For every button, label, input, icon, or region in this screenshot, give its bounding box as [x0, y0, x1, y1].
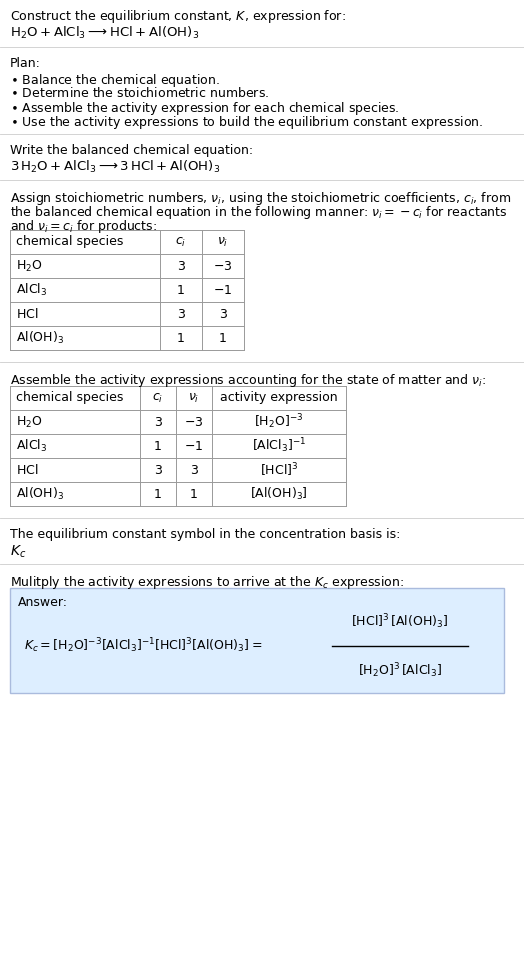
- Text: chemical species: chemical species: [16, 236, 123, 248]
- Text: $[\mathrm{AlCl_3}]^{-1}$: $[\mathrm{AlCl_3}]^{-1}$: [252, 436, 306, 456]
- Text: $-3$: $-3$: [213, 260, 233, 272]
- Text: $-3$: $-3$: [184, 415, 204, 429]
- Text: 3: 3: [190, 463, 198, 477]
- Text: $\bullet$ Balance the chemical equation.: $\bullet$ Balance the chemical equation.: [10, 72, 220, 89]
- Text: 1: 1: [177, 332, 185, 344]
- Text: 1: 1: [190, 487, 198, 501]
- Text: $c_i$: $c_i$: [176, 236, 187, 248]
- Text: the balanced chemical equation in the following manner: $\nu_i = -c_i$ for react: the balanced chemical equation in the fo…: [10, 204, 507, 221]
- Text: $-1$: $-1$: [213, 284, 233, 296]
- Text: $K_c = [\mathrm{H_2O}]^{-3}[\mathrm{AlCl_3}]^{-1}[\mathrm{HCl}]^3[\mathrm{Al(OH): $K_c = [\mathrm{H_2O}]^{-3}[\mathrm{AlCl…: [24, 637, 263, 655]
- Text: Plan:: Plan:: [10, 57, 41, 70]
- Text: $-1$: $-1$: [184, 439, 204, 453]
- Text: $\mathrm{3\,H_2O + AlCl_3 \longrightarrow 3\,HCl + Al(OH)_3}$: $\mathrm{3\,H_2O + AlCl_3 \longrightarro…: [10, 159, 220, 175]
- Text: 1: 1: [154, 487, 162, 501]
- Text: $\nu_i$: $\nu_i$: [217, 236, 228, 248]
- Text: $\bullet$ Assemble the activity expression for each chemical species.: $\bullet$ Assemble the activity expressi…: [10, 100, 399, 117]
- Text: $c_i$: $c_i$: [152, 391, 163, 405]
- Text: 3: 3: [154, 463, 162, 477]
- Text: $[\mathrm{Al(OH)_3}]$: $[\mathrm{Al(OH)_3}]$: [250, 486, 308, 503]
- Text: $\mathrm{Al(OH)_3}$: $\mathrm{Al(OH)_3}$: [16, 486, 64, 503]
- Text: Construct the equilibrium constant, $K$, expression for:: Construct the equilibrium constant, $K$,…: [10, 8, 346, 25]
- Text: $\mathrm{H_2O}$: $\mathrm{H_2O}$: [16, 258, 42, 273]
- Text: $\mathrm{AlCl_3}$: $\mathrm{AlCl_3}$: [16, 282, 47, 298]
- Text: $[\mathrm{HCl}]^3\,[\mathrm{Al(OH)_3}]$: $[\mathrm{HCl}]^3\,[\mathrm{Al(OH)_3}]$: [352, 612, 449, 631]
- Text: Answer:: Answer:: [18, 596, 68, 609]
- Text: 3: 3: [219, 308, 227, 320]
- Text: $\bullet$ Use the activity expressions to build the equilibrium constant express: $\bullet$ Use the activity expressions t…: [10, 114, 483, 131]
- Text: 3: 3: [177, 260, 185, 272]
- Text: Assemble the activity expressions accounting for the state of matter and $\nu_i$: Assemble the activity expressions accoun…: [10, 372, 486, 389]
- Text: $\mathrm{AlCl_3}$: $\mathrm{AlCl_3}$: [16, 438, 47, 454]
- Text: 1: 1: [154, 439, 162, 453]
- Text: and $\nu_i = c_i$ for products:: and $\nu_i = c_i$ for products:: [10, 218, 157, 235]
- Text: $[\mathrm{H_2O}]^{-3}$: $[\mathrm{H_2O}]^{-3}$: [254, 412, 304, 432]
- Text: $\mathrm{Al(OH)_3}$: $\mathrm{Al(OH)_3}$: [16, 330, 64, 346]
- Text: The equilibrium constant symbol in the concentration basis is:: The equilibrium constant symbol in the c…: [10, 528, 400, 541]
- FancyBboxPatch shape: [10, 588, 504, 693]
- Text: Mulitply the activity expressions to arrive at the $K_c$ expression:: Mulitply the activity expressions to arr…: [10, 574, 405, 591]
- Text: $[\mathrm{HCl}]^3$: $[\mathrm{HCl}]^3$: [260, 461, 298, 479]
- Text: $\mathrm{HCl}$: $\mathrm{HCl}$: [16, 463, 38, 477]
- Text: $K_c$: $K_c$: [10, 544, 26, 560]
- Text: $\nu_i$: $\nu_i$: [188, 391, 200, 405]
- Text: chemical species: chemical species: [16, 391, 123, 405]
- Text: Assign stoichiometric numbers, $\nu_i$, using the stoichiometric coefficients, $: Assign stoichiometric numbers, $\nu_i$, …: [10, 190, 511, 207]
- Text: activity expression: activity expression: [220, 391, 338, 405]
- Text: $\mathrm{HCl}$: $\mathrm{HCl}$: [16, 307, 38, 321]
- Text: 3: 3: [177, 308, 185, 320]
- Text: $\bullet$ Determine the stoichiometric numbers.: $\bullet$ Determine the stoichiometric n…: [10, 86, 269, 100]
- Text: $\mathrm{H_2O + AlCl_3 \longrightarrow HCl + Al(OH)_3}$: $\mathrm{H_2O + AlCl_3 \longrightarrow H…: [10, 25, 199, 41]
- Text: Write the balanced chemical equation:: Write the balanced chemical equation:: [10, 144, 253, 157]
- Text: 1: 1: [177, 284, 185, 296]
- Text: 3: 3: [154, 415, 162, 429]
- Text: $[\mathrm{H_2O}]^3\,[\mathrm{AlCl_3}]$: $[\mathrm{H_2O}]^3\,[\mathrm{AlCl_3}]$: [358, 661, 442, 680]
- Text: 1: 1: [219, 332, 227, 344]
- Text: $\mathrm{H_2O}$: $\mathrm{H_2O}$: [16, 414, 42, 430]
